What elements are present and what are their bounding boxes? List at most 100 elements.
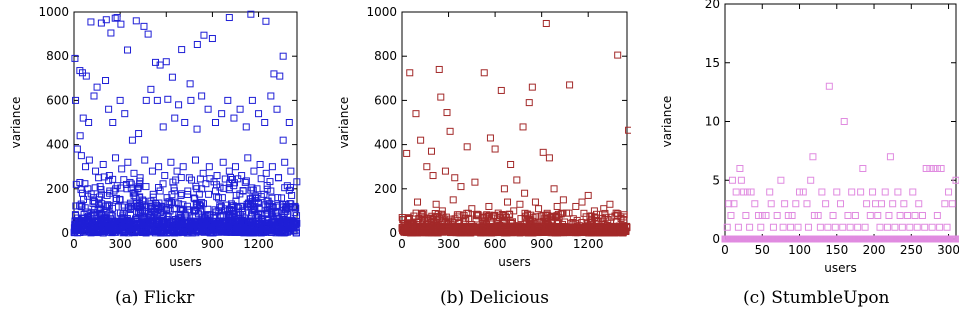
data-point	[116, 96, 124, 104]
data-point	[894, 188, 902, 196]
data-point	[222, 217, 230, 225]
data-point	[156, 187, 164, 195]
data-point	[267, 187, 275, 195]
data-point	[824, 223, 832, 231]
data-point	[773, 212, 781, 219]
data-point	[218, 218, 226, 226]
data-point	[260, 190, 268, 198]
data-point	[403, 149, 411, 157]
data-point	[455, 211, 463, 219]
data-point	[124, 158, 132, 166]
data-point	[482, 227, 490, 235]
y-tick-label: 5	[712, 173, 720, 187]
data-point	[807, 176, 815, 184]
data-point	[163, 194, 171, 202]
data-point	[911, 212, 919, 219]
data-point	[209, 229, 217, 237]
data-point	[118, 165, 126, 173]
data-point	[192, 199, 200, 207]
data-point	[145, 224, 153, 232]
data-point	[866, 212, 874, 219]
data-point	[85, 156, 93, 164]
data-point	[566, 81, 574, 89]
data-point	[211, 119, 219, 126]
data-point	[816, 223, 824, 231]
data-point	[755, 212, 763, 219]
data-point	[792, 200, 800, 208]
data-point	[134, 185, 142, 193]
data-point	[118, 203, 126, 211]
data-point	[95, 174, 103, 182]
data-point	[158, 218, 166, 226]
data-point	[200, 225, 208, 233]
data-point	[531, 198, 539, 206]
data-point	[181, 119, 189, 126]
data-point	[101, 224, 109, 232]
data-point	[742, 212, 750, 219]
data-point	[542, 211, 550, 219]
data-point	[499, 219, 507, 227]
data-point	[86, 228, 94, 236]
data-point	[130, 169, 138, 177]
data-point	[508, 219, 516, 227]
data-point	[162, 58, 170, 66]
data-point	[206, 175, 214, 183]
x-tick-label: 300	[937, 243, 959, 257]
data-point	[274, 194, 282, 202]
data-point	[91, 184, 99, 192]
data-point	[230, 114, 238, 122]
data-point	[420, 209, 428, 217]
data-point	[116, 209, 124, 217]
data-point	[606, 225, 614, 233]
data-point	[78, 189, 86, 197]
data-point	[246, 195, 254, 203]
data-point	[751, 200, 759, 208]
y-tick-label: 400	[374, 138, 397, 152]
data-point	[446, 127, 454, 135]
data-point	[796, 188, 804, 196]
data-point	[460, 211, 468, 219]
data-point	[803, 200, 811, 208]
data-point	[451, 174, 459, 182]
data-point	[577, 228, 585, 236]
data-point	[173, 167, 181, 175]
data-point	[428, 212, 436, 220]
data-point	[952, 176, 959, 184]
data-point	[491, 145, 499, 153]
x-tick-label: 0	[398, 237, 406, 251]
caption-delicious: (b) Delicious	[440, 288, 549, 308]
data-point	[185, 174, 193, 182]
data-point	[208, 35, 216, 43]
data-point	[268, 202, 276, 210]
data-point	[137, 206, 145, 214]
data-point	[139, 217, 147, 225]
data-point	[128, 136, 136, 144]
data-point	[155, 184, 163, 192]
data-point	[746, 223, 754, 231]
data-point	[105, 202, 113, 210]
data-point	[517, 215, 525, 223]
data-point	[926, 165, 934, 172]
data-point	[606, 200, 614, 208]
data-point	[559, 196, 567, 204]
y-tick-label: 800	[46, 49, 69, 63]
y-tick-label: 200	[46, 182, 69, 196]
data-point	[525, 227, 533, 235]
y-tick-label: 600	[374, 93, 397, 107]
data-point	[236, 105, 244, 113]
data-point	[401, 219, 409, 227]
data-point	[422, 227, 430, 235]
data-point	[249, 186, 257, 194]
data-point	[591, 228, 599, 236]
data-point	[525, 99, 533, 107]
data-point	[513, 176, 521, 184]
data-point	[82, 163, 90, 171]
data-point	[152, 199, 160, 207]
data-point	[79, 114, 87, 122]
data-point	[438, 211, 446, 219]
data-point	[231, 163, 239, 171]
data-point	[110, 187, 118, 195]
data-point	[136, 199, 144, 207]
data-point	[922, 165, 930, 172]
x-axis-title: users	[824, 261, 856, 275]
